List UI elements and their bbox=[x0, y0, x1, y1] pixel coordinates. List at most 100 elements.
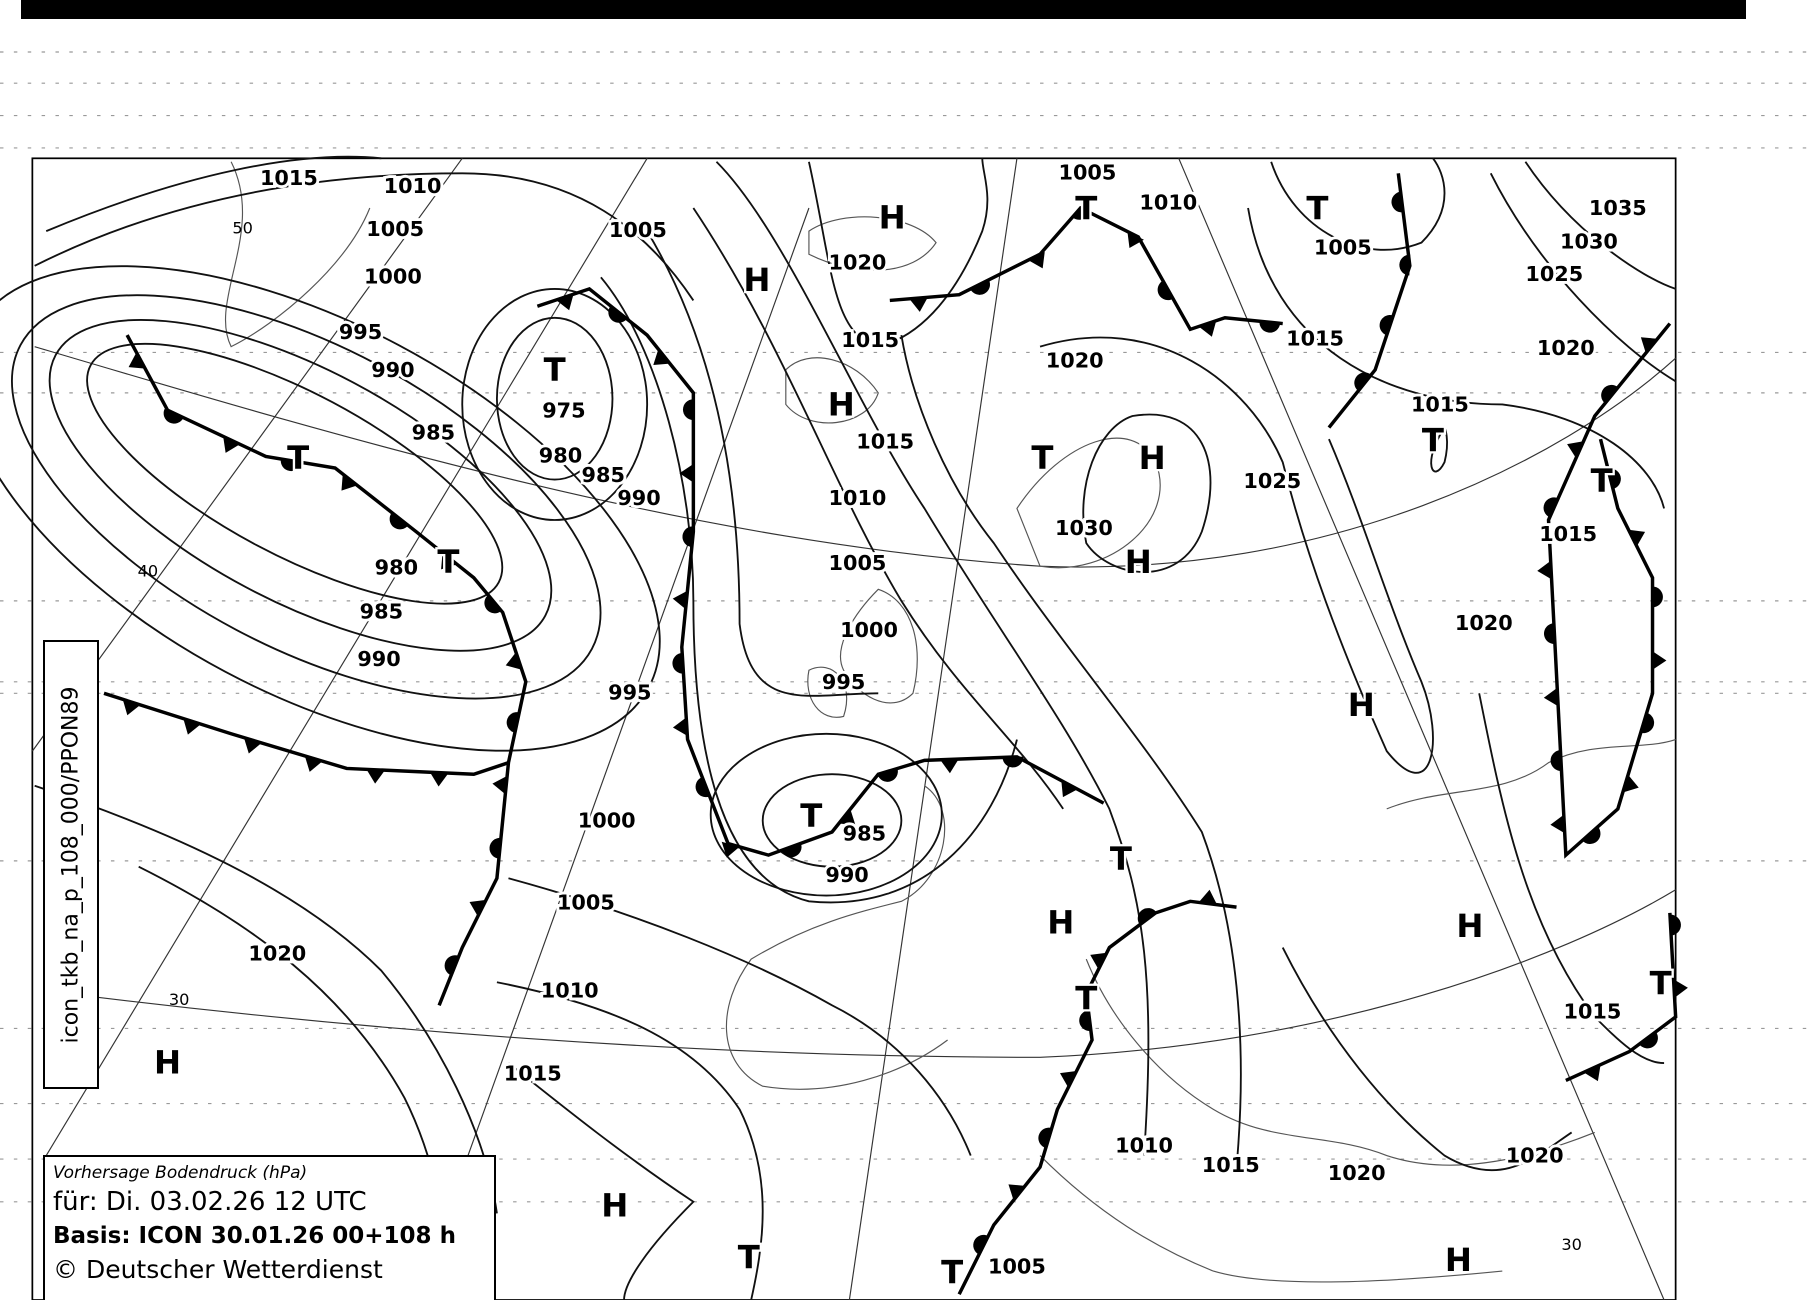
isobar-label: 1005 bbox=[988, 1255, 1046, 1279]
high-pressure-center: H bbox=[1139, 439, 1166, 477]
front-semicircle-symbol bbox=[1157, 280, 1174, 301]
isobar-label: 1005 bbox=[557, 891, 615, 915]
isobar-label: 1015 bbox=[841, 328, 899, 352]
isobar-label: 1005 bbox=[1058, 160, 1116, 184]
front-semicircle-symbol bbox=[877, 768, 898, 782]
isobar-label: 1010 bbox=[541, 978, 599, 1002]
front-triangle-symbol bbox=[366, 769, 385, 784]
isobar-label: 1000 bbox=[578, 809, 636, 833]
front-triangle-symbol bbox=[909, 297, 928, 312]
isobar-label: 1015 bbox=[1563, 999, 1621, 1023]
front-semicircle-symbol bbox=[163, 408, 184, 424]
coastlines bbox=[224, 161, 1676, 1283]
isobar-label: 1015 bbox=[1411, 393, 1469, 417]
isobar-label: 1010 bbox=[1115, 1133, 1173, 1157]
front-semicircle-symbol bbox=[608, 305, 627, 323]
low-pressure-center: T bbox=[1422, 422, 1444, 460]
isobar-label: 990 bbox=[371, 358, 414, 382]
front-triangle-symbol bbox=[1583, 1064, 1601, 1082]
top-black-bar bbox=[21, 0, 1746, 19]
front-triangle-symbol bbox=[492, 775, 508, 795]
front-semicircle-symbol bbox=[973, 1234, 989, 1255]
front-semicircle-symbol bbox=[1639, 1031, 1658, 1049]
front-triangle-symbol bbox=[721, 841, 740, 858]
isobar-label: 975 bbox=[542, 398, 585, 422]
front-triangle-symbol bbox=[341, 474, 358, 491]
low-pressure-center: T bbox=[1031, 439, 1053, 477]
isobar-label: 995 bbox=[339, 320, 382, 344]
isobar-label: 1030 bbox=[1560, 230, 1618, 254]
isobars bbox=[0, 155, 1677, 1300]
high-pressure-center: H bbox=[879, 199, 906, 237]
front-semicircle-symbol bbox=[672, 652, 684, 674]
front-triangle-symbol bbox=[441, 552, 457, 570]
isobar-label: 1010 bbox=[1139, 190, 1197, 214]
front-semicircle-symbol bbox=[1640, 712, 1655, 734]
front-triangle-symbol bbox=[1198, 889, 1218, 905]
low-pressure-center: T bbox=[1075, 189, 1097, 227]
front-semicircle-symbol bbox=[1038, 1127, 1052, 1149]
front-triangle-symbol bbox=[122, 699, 141, 716]
front-triangle-symbol bbox=[1622, 774, 1639, 793]
front-semicircle-symbol bbox=[781, 843, 802, 858]
isobar-label: 1015 bbox=[260, 166, 318, 190]
legend-box: Vorhersage Bodendruck (hPa) für: Di. 03.… bbox=[43, 1155, 496, 1300]
isobar-label: 980 bbox=[375, 556, 418, 580]
front-triangle-symbol bbox=[1537, 560, 1552, 580]
isobar-label: 990 bbox=[825, 863, 868, 887]
isobar-label: 985 bbox=[582, 463, 625, 487]
front-semicircle-symbol bbox=[1544, 623, 1555, 644]
front-triangle-symbol bbox=[1628, 529, 1646, 547]
isobar-label: 985 bbox=[360, 599, 403, 623]
front-semicircle-symbol bbox=[1391, 191, 1404, 213]
front-triangle-symbol bbox=[1061, 780, 1078, 798]
front-triangle-symbol bbox=[1028, 251, 1045, 269]
isobar-label: 1020 bbox=[829, 250, 887, 274]
front-triangle-symbol bbox=[653, 349, 670, 366]
isobar-label: 1005 bbox=[366, 217, 424, 241]
latitude-label: 30 bbox=[1561, 1235, 1582, 1254]
front-semicircle-symbol bbox=[1669, 914, 1681, 936]
isobar-label: 1020 bbox=[1455, 611, 1513, 635]
front-semicircle-symbol bbox=[489, 837, 501, 859]
isobar-label: 990 bbox=[357, 647, 400, 671]
front-triangle-symbol bbox=[1059, 1071, 1077, 1088]
low-pressure-center: T bbox=[1591, 462, 1613, 500]
isobar-label: 1015 bbox=[504, 1062, 562, 1086]
high-pressure-center: H bbox=[1047, 903, 1074, 941]
isobar-label: 1020 bbox=[1506, 1144, 1564, 1168]
high-pressure-center: H bbox=[1445, 1241, 1472, 1279]
front-triangle-symbol bbox=[672, 590, 688, 610]
isobar-label: 1030 bbox=[1055, 516, 1113, 540]
front-semicircle-symbol bbox=[1002, 756, 1024, 768]
front-semicircle-symbol bbox=[444, 955, 459, 976]
front-semicircle-symbol bbox=[1399, 254, 1411, 276]
front-triangle-symbol bbox=[1090, 952, 1107, 970]
legend-title: Vorhersage Bodendruck (hPa) bbox=[53, 1163, 308, 1183]
front-triangle-symbol bbox=[429, 772, 449, 787]
front-triangle-symbol bbox=[304, 755, 323, 772]
front-triangle-symbol bbox=[1567, 441, 1584, 459]
front-triangle-symbol bbox=[679, 463, 694, 483]
front-semicircle-symbol bbox=[506, 712, 520, 733]
high-pressure-center: H bbox=[743, 261, 770, 299]
front-semicircle-symbol bbox=[1072, 201, 1090, 220]
isobar-label: 1005 bbox=[829, 551, 887, 575]
low-pressure-center: T bbox=[738, 1239, 760, 1277]
legend-valid-time: für: Di. 03.02.26 12 UTC bbox=[53, 1187, 367, 1217]
fax-noise-lines bbox=[0, 51, 1812, 1203]
occluded-front bbox=[536, 286, 1105, 857]
front-semicircle-symbol bbox=[970, 279, 991, 295]
front-semicircle-symbol bbox=[484, 594, 502, 614]
isobar-label: 1015 bbox=[856, 430, 914, 454]
front-semicircle-symbol bbox=[1601, 384, 1619, 404]
isobar-label: 1025 bbox=[1243, 469, 1301, 493]
high-pressure-center: H bbox=[1456, 907, 1483, 945]
isobar-label: 1010 bbox=[829, 486, 887, 510]
front-triangle-symbol bbox=[128, 352, 146, 369]
legend-copyright: © Deutscher Wetterdienst bbox=[53, 1255, 383, 1284]
front-triangle-symbol bbox=[1543, 687, 1559, 707]
high-pressure-center: H bbox=[601, 1187, 628, 1225]
